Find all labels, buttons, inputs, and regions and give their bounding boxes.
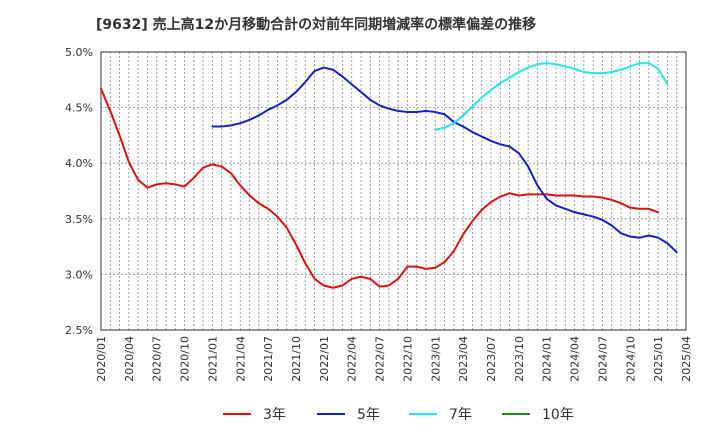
x-tick-label: 2024/07 — [596, 336, 609, 382]
x-tick-label: 2022/07 — [374, 336, 387, 382]
x-tick-label: 2024/04 — [569, 336, 582, 382]
x-tick-label: 2021/04 — [234, 336, 247, 382]
plot-area — [101, 52, 686, 330]
y-tick-label: 3.0% — [65, 268, 93, 281]
x-tick-label: 2021/01 — [206, 336, 219, 382]
x-tick-label: 2020/07 — [151, 336, 164, 382]
x-tick-label: 2022/04 — [346, 336, 359, 382]
x-tick-label: 2023/01 — [429, 336, 442, 382]
x-tick-label: 2023/07 — [485, 336, 498, 382]
y-tick-label: 3.5% — [65, 213, 93, 226]
x-tick-label: 2022/10 — [401, 336, 414, 382]
x-tick-label: 2020/10 — [179, 336, 192, 382]
x-tick-label: 2020/01 — [95, 336, 108, 382]
series-line-2 — [434, 62, 669, 131]
series-line-0 — [100, 87, 660, 289]
legend-label-1: 5年 — [357, 407, 380, 423]
series-line-1 — [211, 66, 678, 254]
x-tick-label: 2020/04 — [123, 336, 136, 382]
x-tick-label: 2023/04 — [457, 336, 470, 382]
x-tick-label: 2024/10 — [624, 336, 637, 382]
x-tick-label: 2021/10 — [290, 336, 303, 382]
y-tick-label: 4.5% — [65, 102, 93, 115]
x-tick-label: 2024/01 — [541, 336, 554, 382]
y-tick-label: 5.0% — [65, 46, 93, 59]
y-tick-label: 4.0% — [65, 157, 93, 170]
x-tick-label: 2023/10 — [513, 336, 526, 382]
legend-label-3: 10年 — [542, 407, 574, 423]
x-tick-label: 2021/07 — [262, 336, 275, 382]
x-tick-label: 2025/01 — [652, 336, 665, 382]
x-tick-label: 2022/01 — [318, 336, 331, 382]
legend-label-2: 7年 — [449, 407, 472, 423]
legend-label-0: 3年 — [263, 407, 286, 423]
x-tick-label: 2025/04 — [680, 336, 693, 382]
y-tick-label: 2.5% — [65, 324, 93, 337]
plot-frame — [100, 51, 687, 331]
chart-title: [9632] 売上高12か月移動合計の対前年同期増減率の標準偏差の推移 — [96, 17, 537, 33]
